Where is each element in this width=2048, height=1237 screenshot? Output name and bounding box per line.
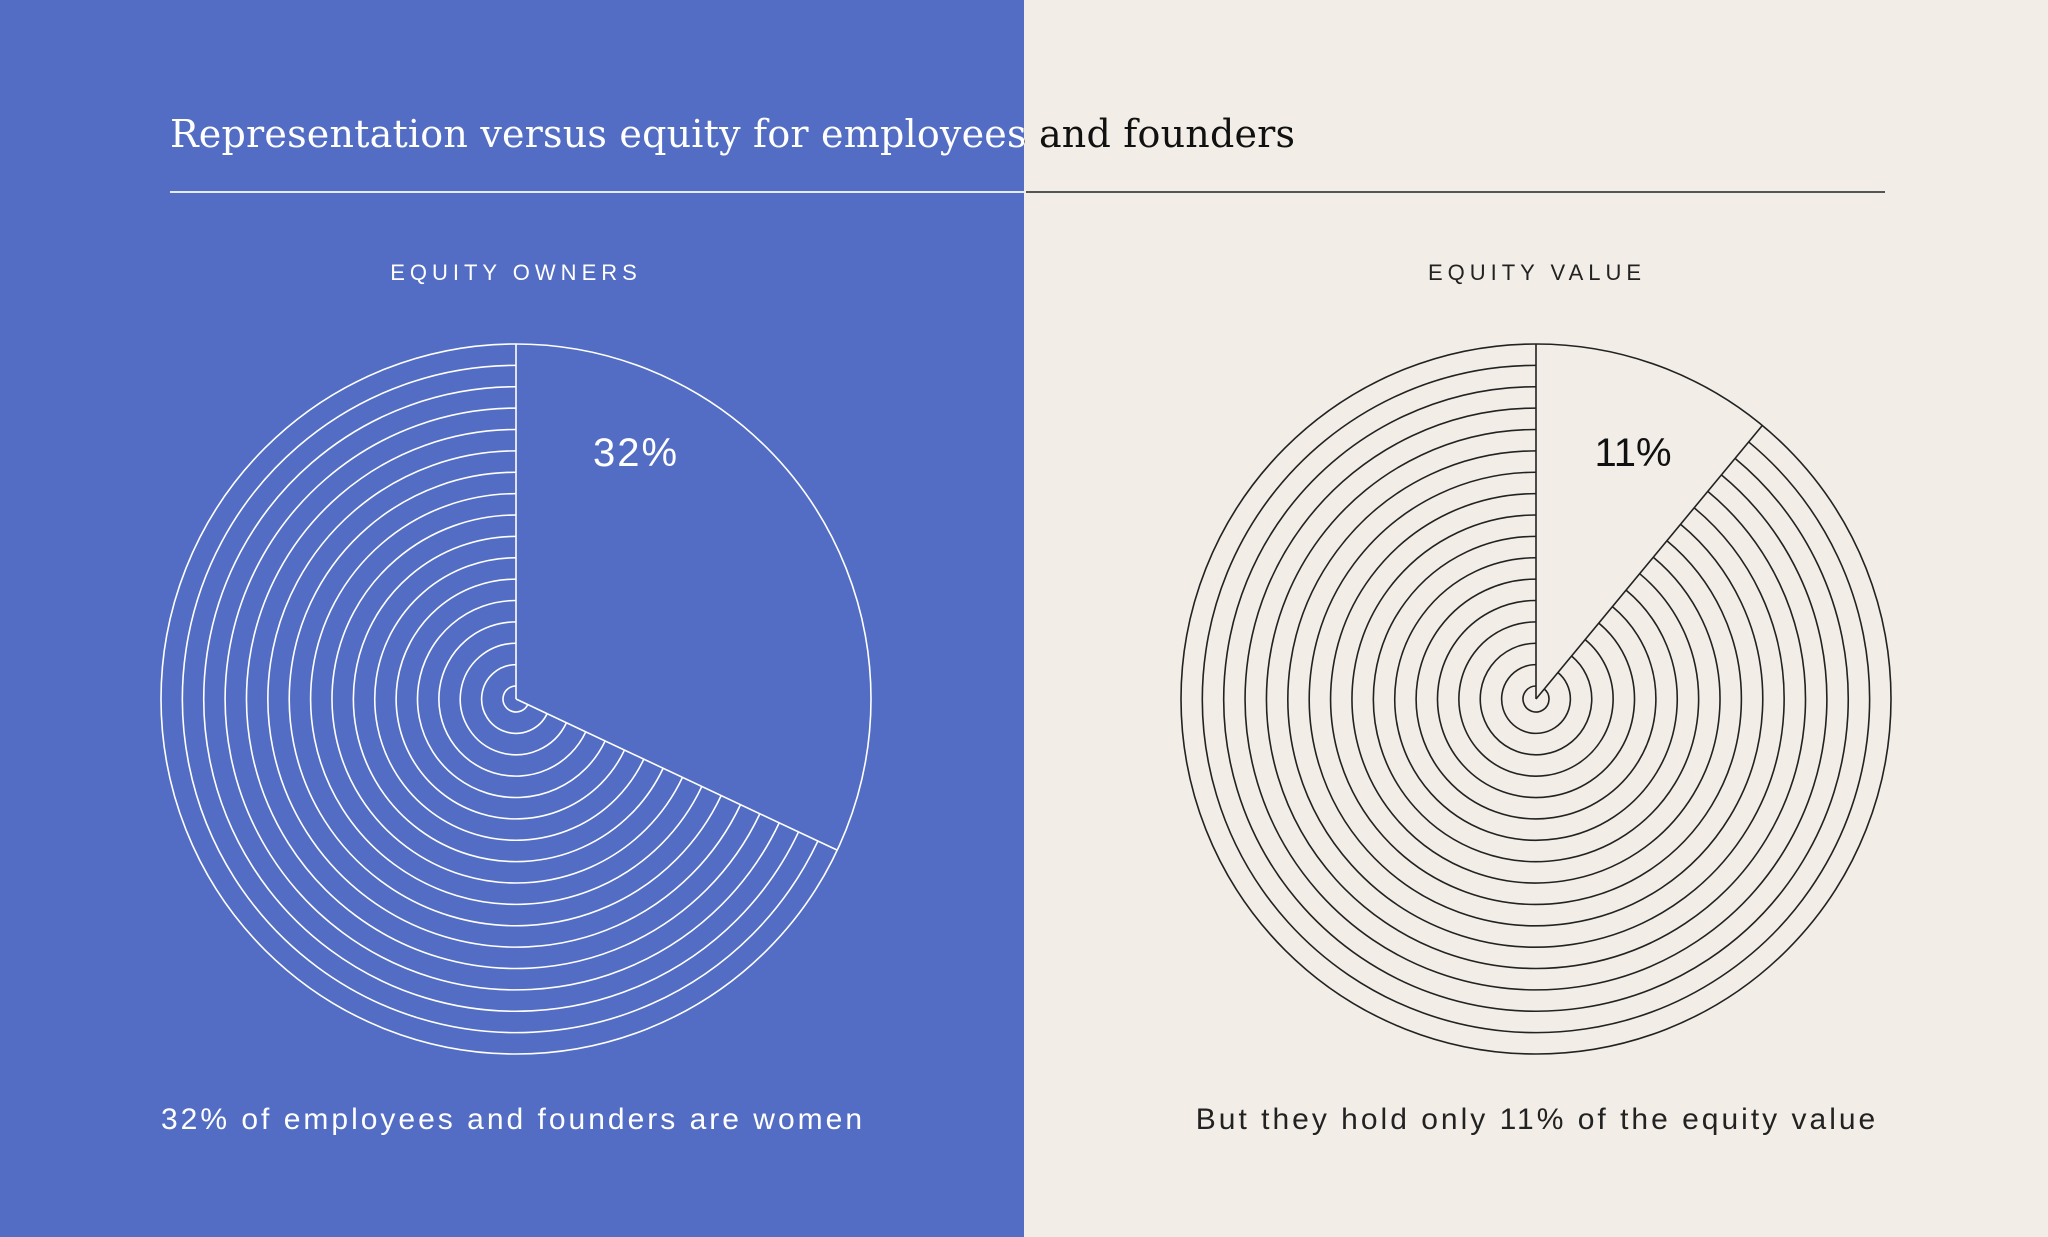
pie-ring-arc xyxy=(1308,471,1764,927)
title-right-part: Representation versus equity for employe… xyxy=(1024,0,2048,200)
pie-ring-arc xyxy=(1265,428,1807,970)
pie-ring-arc xyxy=(288,471,722,927)
pie-ring-arc xyxy=(1458,621,1614,777)
pie-ring-arc xyxy=(374,556,645,842)
pie-ring-arc xyxy=(1372,535,1700,863)
pie-ring-arc xyxy=(1244,407,1828,991)
data-label-11: 11% xyxy=(1594,431,1671,475)
pie-ring-arc xyxy=(224,407,780,991)
chart-title-equity-value: EQUITY VALUE xyxy=(1427,260,1647,285)
title-divider-right xyxy=(1026,191,1885,193)
chart-title-equity-owners: EQUITY OWNERS xyxy=(390,260,642,285)
page-title-dark: Representation versus equity for employe… xyxy=(1024,112,1296,156)
pie-equity-value xyxy=(1180,343,1892,1055)
pie-ring-arc xyxy=(203,385,800,1013)
pie-ring-arc xyxy=(502,685,529,713)
pie-ring-arc xyxy=(245,428,761,970)
pie-ring-arc xyxy=(1500,663,1572,735)
pie-ring-arc xyxy=(1522,685,1550,713)
pie-ring-arc xyxy=(1287,450,1785,948)
pie-ring-arc xyxy=(416,599,606,799)
pie-ring-arc xyxy=(331,514,684,884)
caption-left: 32% of employees and founders are women xyxy=(160,1103,866,1136)
pie-ring-arc xyxy=(480,663,548,735)
pie-slice-edge-end xyxy=(1535,424,1763,700)
pie-ring-arc xyxy=(309,492,703,906)
pie-ring-arc xyxy=(352,535,664,863)
pie-ring-arc xyxy=(181,364,819,1034)
pie-ring-arc xyxy=(1436,599,1636,799)
pie-ring-arc xyxy=(267,450,742,948)
page-title: Representation versus equity for employe… xyxy=(170,112,1024,156)
data-label-32: 32% xyxy=(593,431,679,475)
pie-slice-edge-end xyxy=(515,698,838,851)
pie-equity-owners xyxy=(160,343,872,1055)
pie-ring-arc xyxy=(1415,578,1657,820)
pie-ring-arc xyxy=(1329,492,1743,906)
pie-ring-arc xyxy=(395,578,626,820)
pie-ring-arc xyxy=(1223,385,1850,1013)
title-divider-left xyxy=(170,191,1024,193)
pie-ring-arc xyxy=(1351,514,1721,884)
pie-ring-arc xyxy=(459,642,568,756)
pie-ring-arc xyxy=(438,621,587,777)
caption-right: But they hold only 11% of the equity val… xyxy=(1195,1103,1879,1136)
pie-ring-arc xyxy=(1394,556,1678,842)
pie-ring-arc xyxy=(1201,364,1871,1034)
title-left-part: Representation versus equity for employe… xyxy=(0,0,1024,200)
pie-ring-arc xyxy=(1479,642,1593,756)
